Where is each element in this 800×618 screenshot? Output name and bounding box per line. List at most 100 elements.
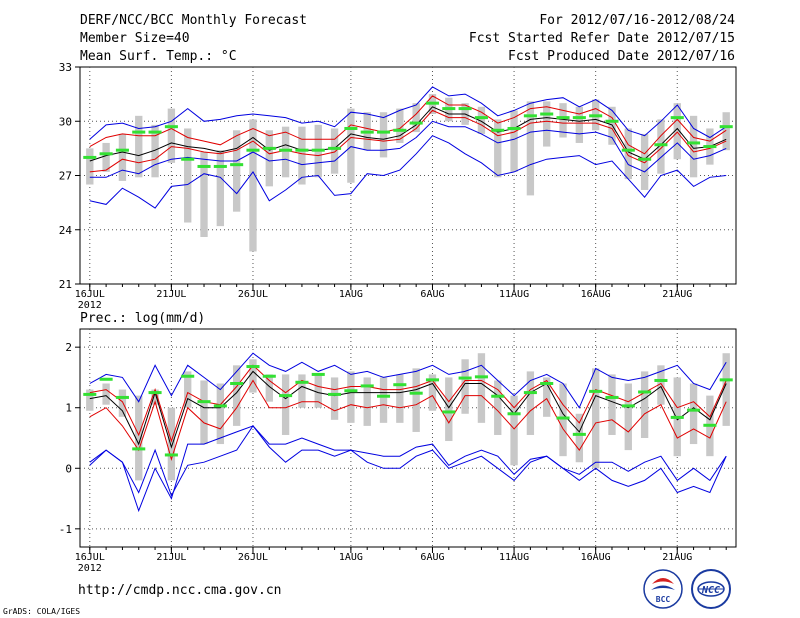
median-marker <box>638 390 652 394</box>
x-tick-label: 16JUL <box>75 289 105 300</box>
member-range-bar <box>298 374 306 408</box>
median-marker <box>376 394 391 398</box>
member-range-bar <box>265 374 273 402</box>
y-tick-label: 30 <box>59 115 72 128</box>
member-range-bar <box>494 380 502 435</box>
median-marker <box>230 382 244 385</box>
member-range-bar <box>689 115 698 178</box>
x-tick-label: 21AUG <box>662 289 692 300</box>
member-range-bar <box>428 374 437 411</box>
median-marker <box>507 126 521 130</box>
median-marker <box>605 395 619 399</box>
y-tick-label: -1 <box>59 523 72 536</box>
member-range-bar <box>167 407 176 481</box>
forecast-period: For 2012/07/16-2012/08/24 <box>539 13 735 28</box>
variable-label: Mean Surf. Temp.: °C <box>80 49 237 64</box>
median-marker <box>638 157 652 161</box>
footer-url: http://cmdp.ncc.cma.gov.cn <box>78 583 282 598</box>
member-range-bar <box>200 151 208 237</box>
series-line-upper <box>89 364 727 443</box>
median-marker <box>572 432 586 436</box>
ncc-logo: NCC <box>691 569 731 609</box>
median-marker <box>181 157 195 161</box>
bcc-logo-swoosh-red <box>652 578 674 584</box>
member-range-bar <box>216 150 225 227</box>
member-range-bar <box>624 383 632 451</box>
median-marker <box>164 125 178 129</box>
median-marker <box>491 394 505 398</box>
median-marker <box>99 377 113 381</box>
bcc-logo: BCC <box>643 569 683 609</box>
series-line-lower <box>89 379 727 461</box>
member-range-bar <box>86 148 94 185</box>
member-range-bar <box>412 368 420 432</box>
median-marker <box>474 116 488 120</box>
x-tick-label: 6AUG <box>420 552 444 563</box>
median-marker <box>279 394 293 398</box>
member-range-bar <box>559 103 567 138</box>
member-range-bar <box>363 377 371 426</box>
series-line-lowest <box>89 425 727 497</box>
member-range-bar <box>167 108 176 163</box>
median-marker <box>425 378 440 382</box>
member-range-bar <box>624 128 632 180</box>
median-marker <box>262 374 276 378</box>
median-marker <box>458 107 472 111</box>
member-range-bar <box>575 106 584 143</box>
median-marker <box>589 114 603 118</box>
member-range-bar <box>184 128 192 223</box>
member-range-bar <box>281 126 290 178</box>
y-tick-label: 2 <box>65 341 72 354</box>
member-range-bar <box>347 371 355 423</box>
y-tick-label: 1 <box>65 402 72 415</box>
median-marker <box>246 365 260 369</box>
member-range-bar <box>265 130 273 187</box>
member-range-bar <box>591 368 600 469</box>
member-range-bar <box>347 108 355 183</box>
x-tick-label: 16AUG <box>581 552 611 563</box>
median-marker <box>344 389 358 393</box>
series-line-lower <box>89 109 727 173</box>
median-marker <box>654 143 668 147</box>
median-marker <box>654 378 668 382</box>
member-range-bar <box>200 380 208 445</box>
median-marker <box>279 148 293 152</box>
x-tick-label: 21JUL <box>156 289 186 300</box>
median-marker <box>621 148 635 152</box>
member-range-bar <box>216 383 225 445</box>
member-range-bar <box>526 371 535 435</box>
median-marker <box>213 404 227 408</box>
y-tick-label: 0 <box>65 462 72 475</box>
member-range-bar <box>281 374 290 435</box>
median-marker <box>360 130 374 134</box>
member-size: Member Size=40 <box>80 31 190 46</box>
forecast-start-date: Fcst Started Refer Date 2012/07/15 <box>469 31 735 46</box>
median-marker <box>409 121 423 125</box>
median-marker <box>115 148 129 152</box>
median-marker <box>703 423 717 427</box>
median-marker <box>719 125 733 129</box>
member-range-bar <box>379 112 388 158</box>
member-range-bar <box>722 353 730 426</box>
median-marker <box>181 374 195 378</box>
series-line-upper <box>89 95 727 155</box>
member-range-bar <box>543 377 551 417</box>
member-range-bar <box>657 119 665 174</box>
member-range-bar <box>461 359 469 414</box>
median-marker <box>393 128 407 132</box>
median-marker <box>213 164 227 168</box>
median-marker <box>719 378 733 382</box>
y-tick-label: 24 <box>59 224 73 237</box>
median-marker <box>197 164 211 168</box>
member-range-bar <box>510 110 518 172</box>
median-marker <box>246 148 260 152</box>
header-title: DERF/NCC/BCC Monthly Forecast <box>80 13 307 28</box>
median-marker <box>540 112 554 116</box>
median-marker <box>523 391 537 395</box>
median-marker <box>83 392 97 396</box>
member-range-bar <box>135 115 143 178</box>
x-tick-label: 11AUG <box>499 289 529 300</box>
member-range-bar <box>232 365 241 426</box>
